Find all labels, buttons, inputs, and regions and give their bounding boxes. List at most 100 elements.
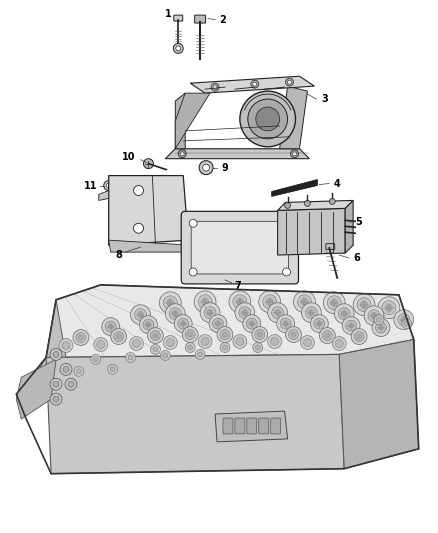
Circle shape: [91, 354, 101, 365]
Circle shape: [63, 366, 69, 373]
Circle shape: [357, 334, 362, 339]
Circle shape: [102, 318, 120, 336]
Circle shape: [255, 329, 265, 340]
Circle shape: [212, 318, 223, 329]
Circle shape: [134, 309, 146, 321]
Circle shape: [108, 324, 113, 329]
Circle shape: [331, 300, 338, 306]
Circle shape: [76, 369, 81, 374]
Polygon shape: [278, 208, 345, 255]
Text: 6: 6: [354, 253, 360, 263]
Circle shape: [293, 152, 297, 156]
Polygon shape: [272, 180, 318, 197]
FancyBboxPatch shape: [223, 418, 233, 434]
Polygon shape: [26, 300, 66, 409]
Circle shape: [198, 335, 212, 349]
Circle shape: [195, 350, 205, 359]
Circle shape: [248, 99, 288, 139]
FancyBboxPatch shape: [191, 221, 289, 274]
Circle shape: [288, 80, 292, 84]
Circle shape: [268, 303, 288, 322]
Circle shape: [394, 310, 414, 329]
Circle shape: [188, 332, 193, 337]
Circle shape: [201, 298, 208, 305]
FancyBboxPatch shape: [247, 418, 257, 434]
Text: 5: 5: [356, 217, 363, 227]
Circle shape: [375, 322, 386, 333]
Circle shape: [94, 337, 108, 351]
Circle shape: [146, 322, 151, 327]
Circle shape: [185, 343, 195, 352]
Circle shape: [338, 308, 350, 320]
Circle shape: [204, 307, 216, 319]
Circle shape: [65, 378, 77, 390]
Circle shape: [229, 291, 251, 313]
Circle shape: [242, 310, 248, 316]
Circle shape: [53, 351, 59, 358]
Circle shape: [78, 335, 83, 340]
Circle shape: [178, 150, 186, 158]
Circle shape: [311, 314, 328, 333]
Circle shape: [104, 181, 114, 190]
Circle shape: [134, 185, 144, 196]
Circle shape: [327, 296, 341, 310]
Circle shape: [332, 336, 346, 351]
Circle shape: [93, 357, 98, 362]
Circle shape: [290, 150, 298, 158]
Circle shape: [342, 317, 360, 335]
Circle shape: [293, 291, 315, 313]
Polygon shape: [278, 200, 353, 211]
Polygon shape: [99, 190, 109, 200]
Circle shape: [68, 381, 74, 387]
Circle shape: [319, 328, 335, 343]
Circle shape: [76, 333, 86, 343]
Circle shape: [277, 314, 294, 333]
Circle shape: [334, 304, 354, 324]
Circle shape: [353, 294, 375, 316]
FancyBboxPatch shape: [194, 15, 205, 23]
Circle shape: [131, 305, 150, 325]
Circle shape: [194, 291, 216, 313]
Circle shape: [182, 327, 198, 343]
Circle shape: [200, 303, 220, 322]
Circle shape: [283, 268, 290, 276]
Circle shape: [173, 43, 183, 53]
Circle shape: [189, 219, 197, 227]
Circle shape: [304, 200, 311, 206]
Circle shape: [304, 338, 311, 346]
Circle shape: [133, 340, 141, 348]
Circle shape: [236, 337, 244, 345]
Polygon shape: [215, 411, 288, 442]
Circle shape: [382, 301, 396, 314]
Circle shape: [176, 46, 181, 51]
Circle shape: [233, 295, 247, 309]
Circle shape: [263, 295, 277, 309]
Polygon shape: [46, 285, 414, 358]
Circle shape: [220, 329, 230, 340]
Circle shape: [97, 341, 105, 349]
Polygon shape: [175, 93, 185, 149]
Circle shape: [150, 344, 160, 354]
Circle shape: [233, 335, 247, 349]
Text: 10: 10: [122, 152, 135, 161]
Circle shape: [126, 352, 135, 362]
Text: 9: 9: [222, 163, 228, 173]
Circle shape: [251, 80, 259, 88]
Circle shape: [201, 337, 209, 345]
Text: 4: 4: [334, 179, 341, 189]
Circle shape: [211, 83, 219, 91]
Circle shape: [153, 333, 158, 338]
Circle shape: [354, 332, 364, 342]
Circle shape: [401, 317, 407, 322]
Circle shape: [144, 159, 153, 168]
Circle shape: [74, 366, 84, 376]
Circle shape: [253, 82, 257, 86]
Circle shape: [198, 352, 203, 357]
Circle shape: [50, 349, 62, 360]
Circle shape: [243, 314, 261, 333]
Text: 11: 11: [84, 181, 98, 190]
Circle shape: [257, 332, 262, 337]
Circle shape: [286, 78, 293, 86]
Circle shape: [305, 307, 318, 319]
Circle shape: [268, 335, 282, 349]
